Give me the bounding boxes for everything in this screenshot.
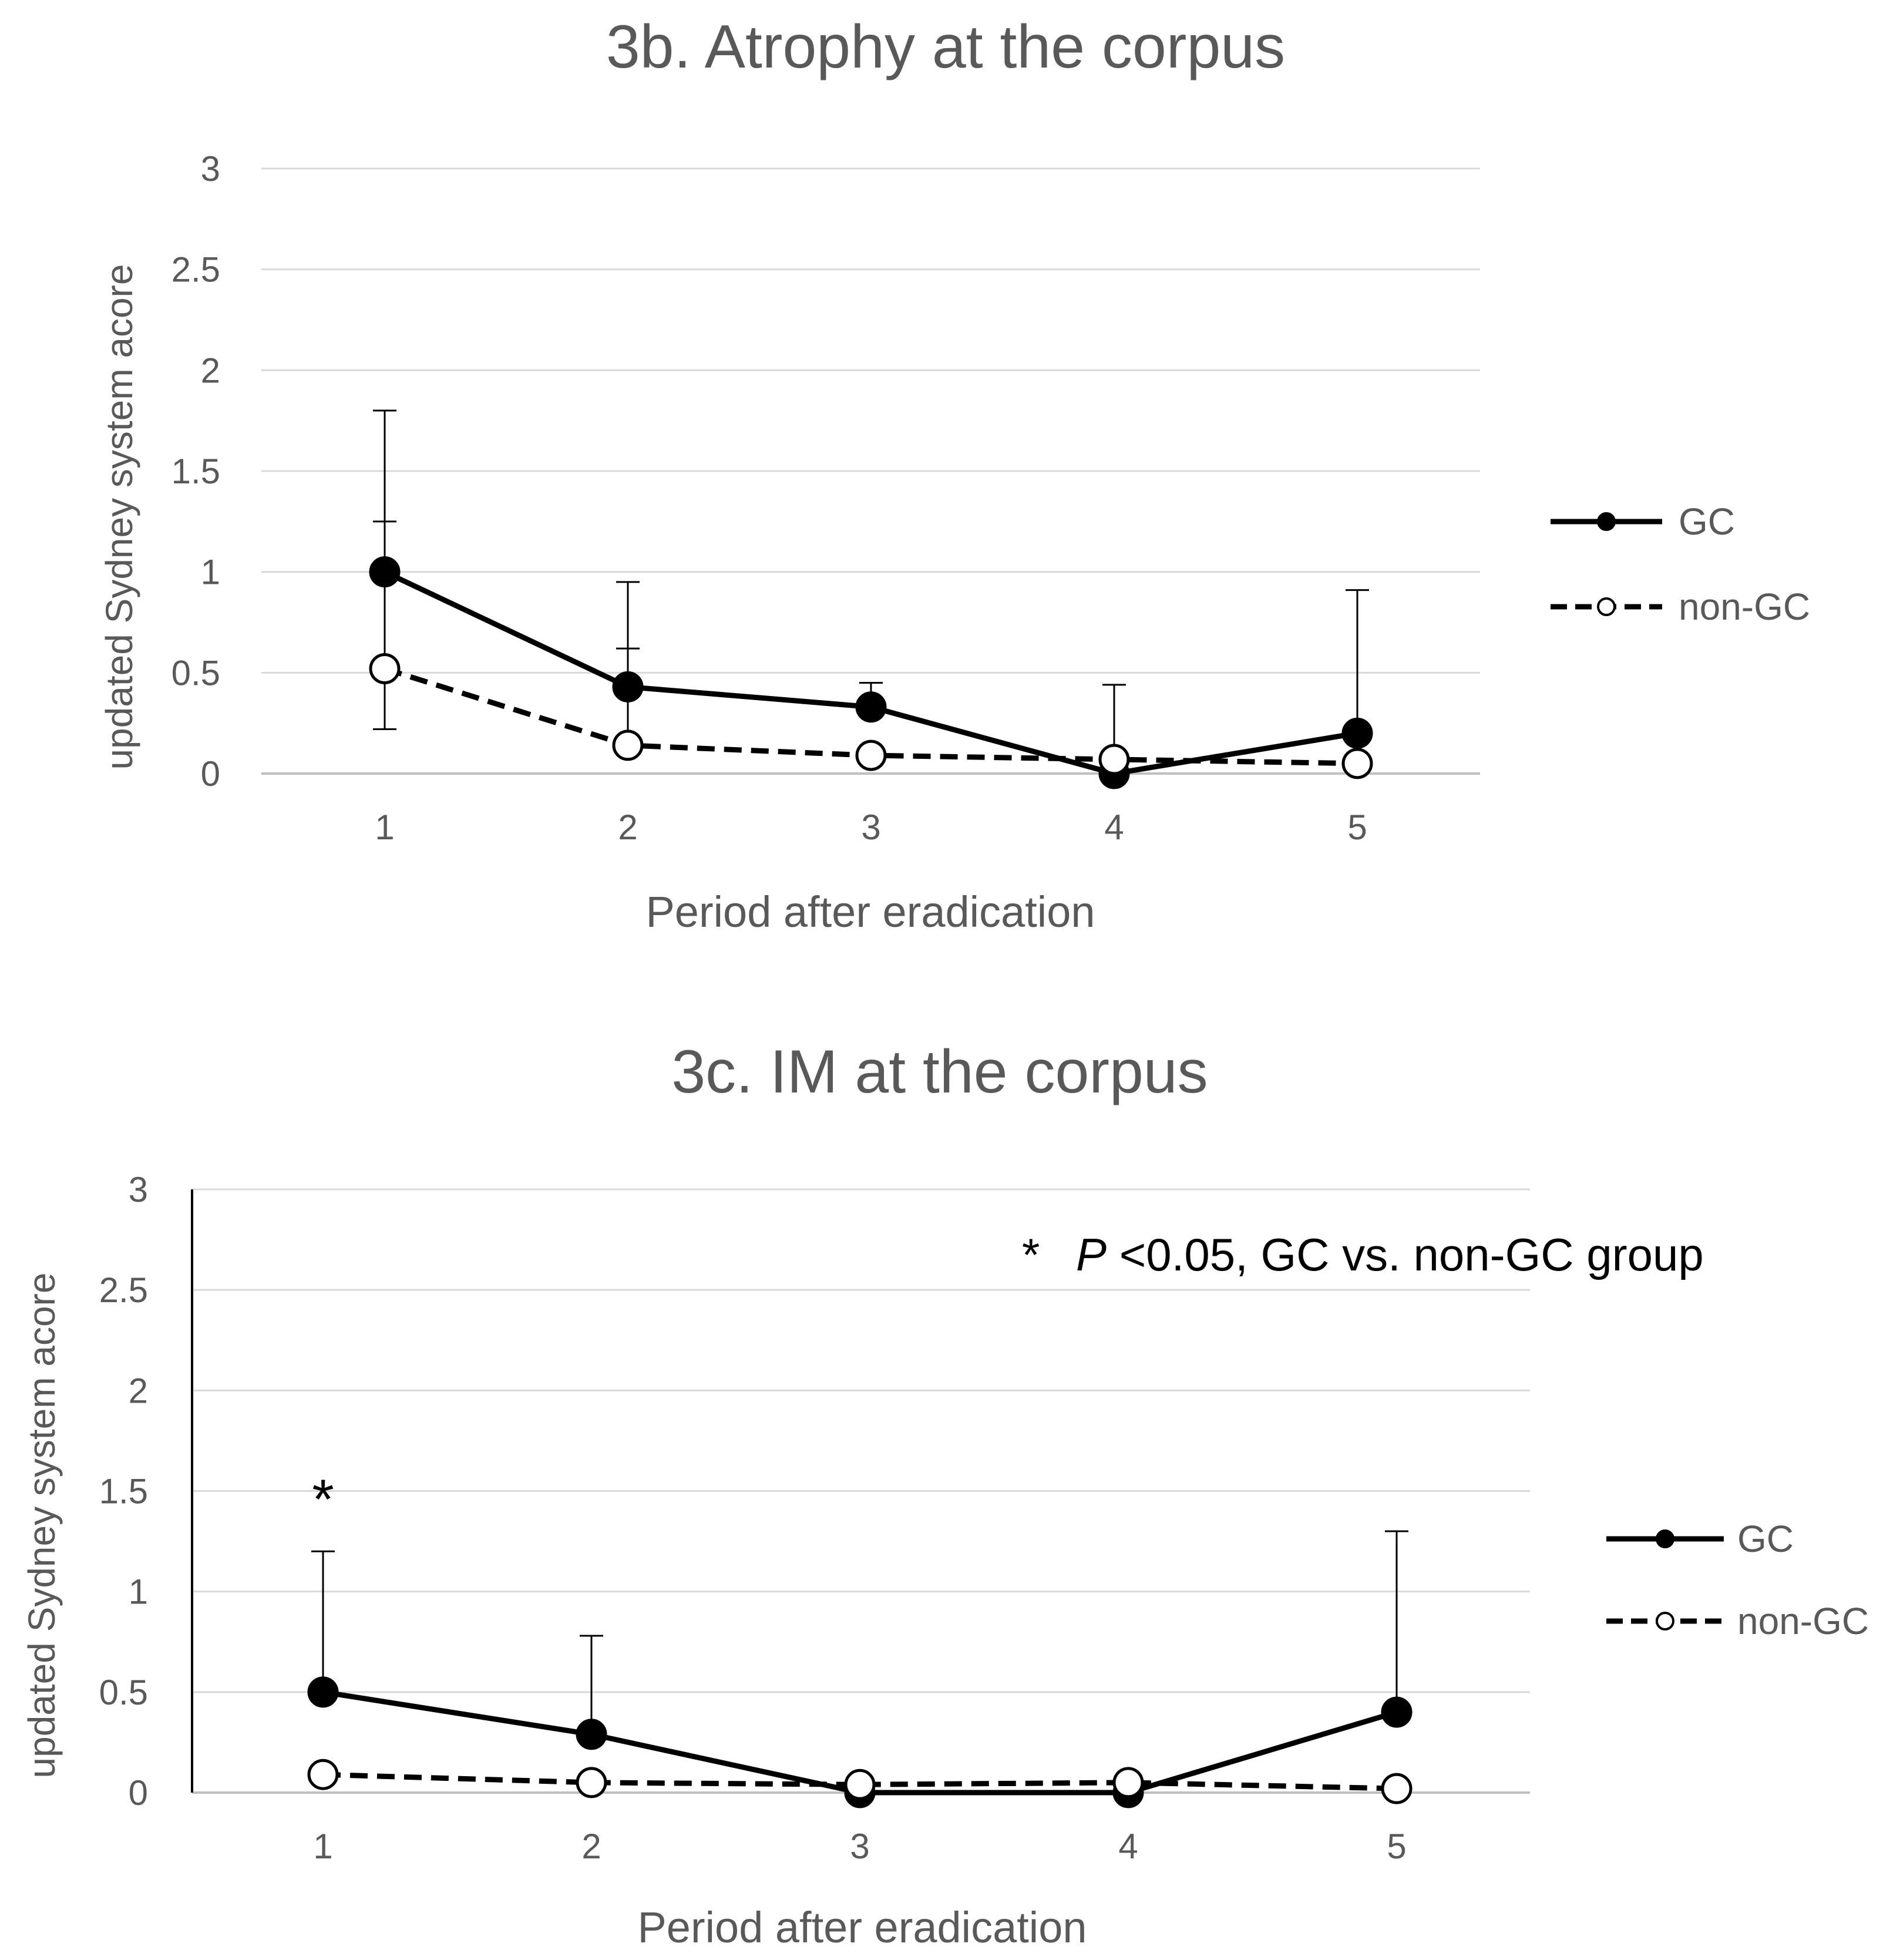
data-point-non-gc: [1341, 748, 1373, 779]
data-point-non-gc: [855, 739, 887, 771]
data-point-non-gc: [1112, 1767, 1144, 1798]
y-tick-label: 3: [129, 1170, 148, 1209]
data-point-gc: [1341, 717, 1373, 749]
y-tick-label: 1.5: [99, 1472, 148, 1511]
data-point-gc: [1381, 1696, 1413, 1728]
y-tick-labels: 0 0.5 1 1.5 2 2.5 3: [171, 149, 220, 794]
y-tick-label: 1: [201, 553, 220, 592]
x-tick-label: 2: [618, 808, 637, 847]
data-point-gc: [576, 1719, 607, 1750]
y-axis-label: updated Sydney system acore: [21, 1273, 63, 1779]
data-point-gc: [612, 671, 644, 702]
y-tick-label: 2: [129, 1371, 148, 1410]
legend-entry-gc: GC: [1551, 500, 1735, 543]
data-point-gc: [369, 556, 401, 588]
y-tick-label: 0: [129, 1773, 148, 1813]
gridlines: [192, 1188, 1530, 1794]
y-tick-label: 2.5: [171, 250, 220, 290]
legend-entry-non-gc: non-GC: [1551, 586, 1810, 628]
legend-label-gc: GC: [1679, 500, 1735, 543]
significance-note-star: *: [1022, 1229, 1040, 1280]
x-tick-label: 3: [861, 808, 880, 847]
data-point-non-gc: [576, 1767, 607, 1798]
y-tick-label: 2: [201, 351, 220, 390]
chart-title: 3c. IM at the corpus: [671, 1038, 1208, 1106]
legend-entry-gc: GC: [1606, 1518, 1794, 1560]
legend-marker-non-gc: [1597, 597, 1616, 616]
y-axis-label: updated Sydney system acore: [98, 264, 140, 770]
data-point-non-gc: [1098, 744, 1130, 775]
x-tick-label: 1: [375, 808, 394, 847]
y-tick-labels: 0 0.5 1 1.5 2 2.5 3: [99, 1170, 148, 1813]
legend-marker-non-gc: [1656, 1612, 1674, 1630]
significance-star: *: [312, 1468, 334, 1531]
x-tick-label: 1: [313, 1827, 332, 1866]
legend: GC non-GC: [1551, 500, 1810, 628]
data-point-non-gc: [844, 1769, 876, 1800]
legend-marker-gc: [1656, 1529, 1674, 1548]
series-layer: [307, 1530, 1413, 1808]
data-point-gc: [855, 691, 887, 723]
x-tick-label: 2: [581, 1827, 601, 1866]
legend-entry-non-gc: non-GC: [1606, 1600, 1869, 1642]
y-tick-label: 1: [129, 1572, 148, 1612]
legend-label-non-gc: non-GC: [1679, 586, 1810, 628]
chart-title: 3b. Atrophy at the corpus: [606, 13, 1285, 81]
x-tick-label: 5: [1347, 808, 1367, 847]
y-tick-label: 2.5: [99, 1270, 148, 1310]
legend-marker-gc: [1597, 512, 1616, 531]
chart-atrophy-corpus: 3b. Atrophy at the corpus updated Sydney…: [98, 13, 1810, 936]
y-tick-label: 1.5: [171, 452, 220, 491]
y-tick-label: 0.5: [99, 1673, 148, 1712]
chart-im-corpus: 3c. IM at the corpus updated Sydney syst…: [21, 1038, 1869, 1952]
data-point-gc: [307, 1676, 339, 1708]
data-point-non-gc: [1381, 1773, 1413, 1804]
data-point-non-gc: [612, 729, 644, 761]
significance-note-text: <0.05, GC vs. non-GC group: [1119, 1229, 1704, 1280]
legend-label-non-gc: non-GC: [1737, 1600, 1869, 1642]
y-tick-label: 3: [201, 149, 220, 189]
y-tick-label: 0: [201, 754, 220, 794]
x-tick-label: 3: [850, 1827, 869, 1866]
significance-note: * P <0.05, GC vs. non-GC group: [1022, 1229, 1704, 1280]
gridlines: [261, 167, 1480, 775]
y-tick-label: 0.5: [171, 653, 220, 692]
x-tick-label: 4: [1104, 808, 1124, 847]
x-tick-label: 4: [1118, 1827, 1138, 1866]
x-tick-labels: 1 2 3 4 5: [375, 808, 1367, 847]
significance-note-p: P: [1076, 1229, 1107, 1280]
data-point-non-gc: [369, 653, 401, 684]
x-axis-label: Period after eradication: [637, 1903, 1087, 1952]
legend-label-gc: GC: [1737, 1518, 1794, 1560]
legend: GC non-GC: [1606, 1518, 1869, 1642]
x-axis-label: Period after eradication: [645, 887, 1095, 936]
series-line-non-gc: [322, 1771, 1397, 1791]
series-layer: [369, 409, 1373, 789]
data-point-non-gc: [307, 1759, 339, 1790]
x-tick-label: 5: [1387, 1827, 1406, 1866]
x-tick-labels: 1 2 3 4 5: [313, 1827, 1406, 1866]
